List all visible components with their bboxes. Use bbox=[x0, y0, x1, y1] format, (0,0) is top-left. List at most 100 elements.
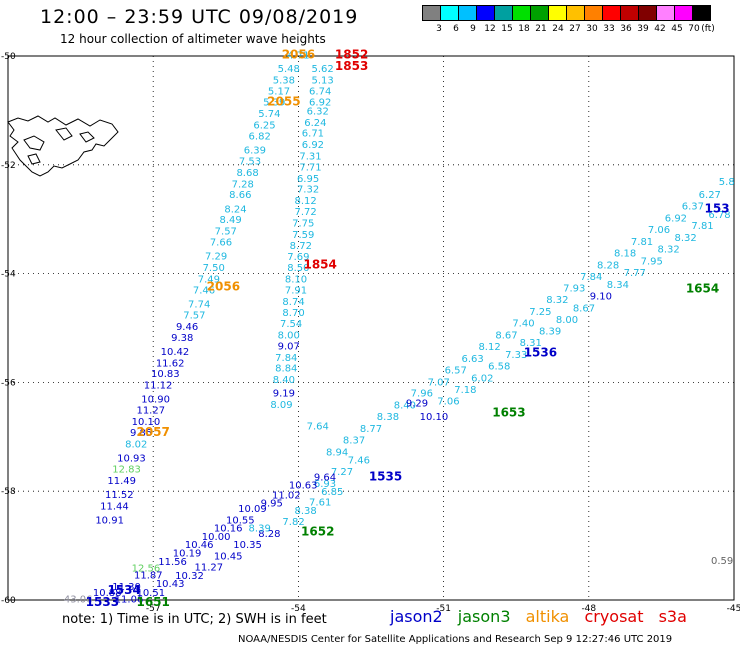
wave-height-value: 7.57 bbox=[183, 310, 205, 321]
pass-time-label: 1536 bbox=[524, 345, 557, 359]
wave-height-value: 9.38 bbox=[171, 333, 193, 344]
wave-height-value: 6.58 bbox=[488, 362, 510, 373]
wave-height-value: 11.12 bbox=[144, 381, 173, 392]
wave-height-value: 8.49 bbox=[220, 215, 242, 226]
wave-height-value: 6.95 bbox=[297, 174, 319, 185]
wave-height-value: 7.71 bbox=[299, 162, 321, 173]
wave-height-values: 4.71 5.485.385.175.395.746.256.82 6.397.53… bbox=[64, 50, 735, 605]
wave-height-value: 8.74 bbox=[282, 297, 304, 308]
wave-height-value: 5.38 bbox=[273, 75, 295, 86]
wave-height-value: 9.85 bbox=[130, 428, 152, 439]
satellite-legend: jason2 jason3 altika cryosat s3a bbox=[390, 607, 697, 626]
wave-height-value: 6.71 bbox=[302, 129, 324, 140]
wave-height-value: 5.48 bbox=[278, 64, 300, 75]
lon-tick-label: -51 bbox=[436, 604, 451, 614]
wave-height-value: 7.18 bbox=[454, 385, 476, 396]
wave-height-value: 8.32 bbox=[546, 295, 568, 306]
wave-height-value: 8.68 bbox=[236, 168, 258, 179]
pass-time-label: 1651 bbox=[136, 595, 169, 609]
lat-tick-label: -52 bbox=[1, 161, 16, 171]
wave-height-value: 7.93 bbox=[563, 284, 585, 295]
lon-tick-label: -57 bbox=[146, 604, 161, 614]
credit-line: NOAA/NESDIS Center for Satellite Applica… bbox=[238, 634, 673, 645]
wave-height-value: 10.09 bbox=[238, 504, 267, 515]
wave-height-value: 9.46 bbox=[176, 322, 198, 333]
wave-height-value: 8.34 bbox=[607, 280, 629, 291]
lon-tick-label: -48 bbox=[581, 604, 596, 614]
wave-height-value: 6.37 bbox=[682, 202, 704, 213]
lat-tick-label: -54 bbox=[1, 270, 16, 280]
legend-cryosat: cryosat bbox=[584, 607, 644, 626]
wave-height-value: 10.91 bbox=[95, 515, 124, 526]
wave-height-value: 8.18 bbox=[614, 248, 636, 259]
wave-height-value: 8.50 bbox=[287, 263, 309, 274]
wave-height-value: 8.10 bbox=[285, 274, 307, 285]
wave-height-value: 7.57 bbox=[215, 227, 237, 238]
wave-height-value: 6.32 bbox=[307, 106, 329, 117]
wave-height-value: 8.32 bbox=[658, 245, 680, 256]
pass-time-label: 2057 bbox=[136, 425, 169, 439]
wave-height-value: 7.32 bbox=[297, 185, 319, 196]
wave-height-value: 8.94 bbox=[326, 447, 348, 458]
color-scale-label: 12 bbox=[484, 24, 496, 34]
wave-height-value: 7.49 bbox=[198, 274, 220, 285]
color-scale-unit: (ft) bbox=[701, 24, 715, 34]
wave-height-value: 7.77 bbox=[624, 268, 646, 279]
wave-height-value: 8.70 bbox=[282, 308, 304, 319]
wave-height-value: 7.95 bbox=[641, 257, 663, 268]
wave-height-value: 5.13 bbox=[311, 75, 333, 86]
units-note: note: 1) Time is in UTC; 2) SWH is in fe… bbox=[62, 612, 327, 627]
wave-height-value: 6.25 bbox=[253, 121, 275, 132]
lat-tick-label: -58 bbox=[1, 487, 16, 497]
wave-height-value: 7.50 bbox=[203, 263, 225, 274]
wave-height-value: 8.12 bbox=[295, 196, 317, 207]
wave-height-value: 7.72 bbox=[295, 207, 317, 218]
pass-time-label: 1652 bbox=[301, 524, 334, 538]
wave-height-value: 10.43 bbox=[156, 579, 185, 590]
wave-height-value: 6.39 bbox=[244, 146, 266, 157]
wave-height-value: 8.84 bbox=[275, 364, 297, 375]
pass-time-label: 2055 bbox=[267, 95, 300, 109]
wave-height-value: 9.07 bbox=[278, 341, 300, 352]
legend-jason2: jason2 bbox=[390, 607, 443, 626]
pass-time-label: 1535 bbox=[369, 470, 402, 484]
lon-tick-label: -45 bbox=[727, 604, 740, 614]
wave-height-value: 7.84 bbox=[275, 353, 297, 364]
wave-height-value: 7.81 bbox=[631, 237, 653, 248]
color-scale-swatches bbox=[422, 5, 711, 21]
wave-height-value: 5.39 bbox=[263, 98, 285, 109]
wave-height-value: 8.72 bbox=[290, 241, 312, 252]
wave-height-value: 11.87 bbox=[134, 570, 163, 581]
wave-height-value: 10.10 bbox=[132, 417, 161, 428]
wave-height-value: 5.8 bbox=[719, 177, 735, 188]
wave-height-value: 8.66 bbox=[229, 190, 251, 201]
wave-height-value: 8.00 bbox=[556, 315, 578, 326]
wave-height-value: 11.52 bbox=[105, 490, 134, 501]
color-scale-label: 30 bbox=[586, 24, 598, 34]
wave-height-value: 7.81 bbox=[691, 221, 713, 232]
lon-tick-label: -54 bbox=[291, 604, 306, 614]
wave-height-value: 6.24 bbox=[304, 118, 326, 129]
wave-height-value: 8.38 bbox=[295, 506, 317, 517]
wave-height-value: 7.74 bbox=[188, 300, 210, 311]
wave-height-value: 11.56 bbox=[158, 557, 187, 568]
wave-height-value: 10.16 bbox=[214, 524, 243, 535]
wave-height-value: 10.63 bbox=[289, 481, 318, 492]
wave-height-value: 7.07 bbox=[428, 377, 450, 388]
color-scale-label: 45 bbox=[671, 24, 683, 34]
wave-height-value: 8.31 bbox=[520, 338, 542, 349]
wave-height-value: 7.59 bbox=[292, 230, 314, 241]
pass-time-label: 1852 bbox=[335, 47, 368, 61]
wave-height-value: 6.92 bbox=[665, 214, 687, 225]
wave-height-value: 8.67 bbox=[495, 331, 517, 342]
color-scale-label: 18 bbox=[518, 24, 530, 34]
wave-height-value: 10.88 bbox=[93, 588, 122, 599]
wave-height-value: 6.92 bbox=[309, 98, 331, 109]
wave-height-value: 11.06 bbox=[115, 594, 144, 605]
wave-height-value: 8.77 bbox=[360, 424, 382, 435]
wave-height-value: 6.93 bbox=[314, 479, 336, 490]
pass-time-labels: 2056 185218532055185420562057153616531535… bbox=[86, 47, 730, 609]
wave-height-value: 10.19 bbox=[173, 549, 202, 560]
wave-height-value: 8.28 bbox=[258, 529, 280, 540]
wave-height-value: 6.02 bbox=[471, 374, 493, 385]
